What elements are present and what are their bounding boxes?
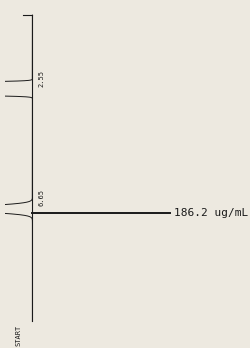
Text: 2.55: 2.55 — [38, 70, 44, 87]
Text: START: START — [16, 325, 22, 346]
Text: 6.65: 6.65 — [38, 189, 44, 206]
Text: 186.2 ug/mL: 186.2 ug/mL — [174, 208, 248, 218]
